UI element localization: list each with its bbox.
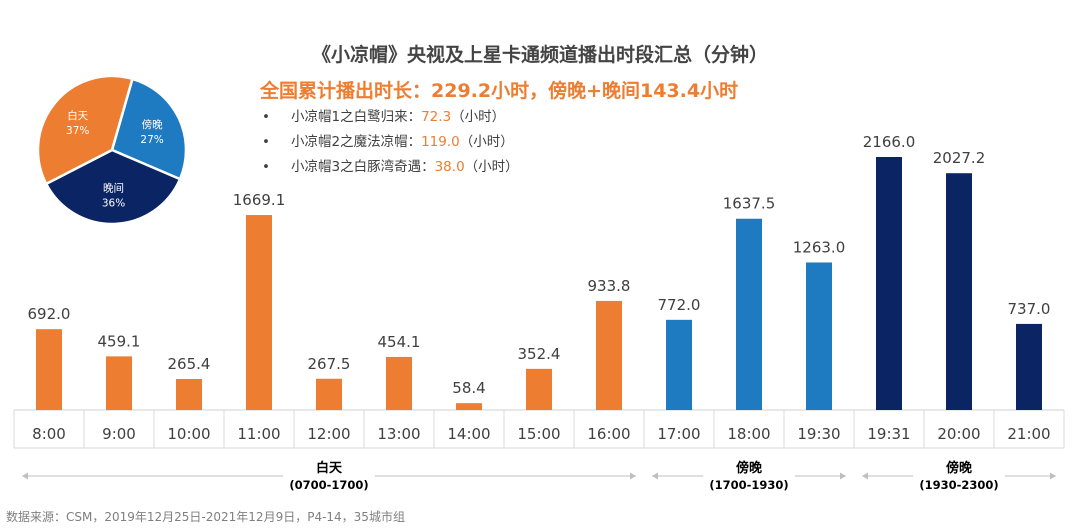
bar-value-label: 265.4 bbox=[168, 355, 211, 373]
x-tick-label: 18:00 bbox=[727, 425, 770, 443]
pie-slice-label: 白天 bbox=[67, 109, 88, 122]
bar-value-label: 459.1 bbox=[98, 332, 141, 350]
group-range-label: (0700-1700) bbox=[289, 478, 368, 492]
x-tick-label: 10:00 bbox=[167, 425, 210, 443]
bar-value-label: 772.0 bbox=[658, 296, 701, 314]
note-name: 小凉帽1之白鹭归来： bbox=[291, 109, 422, 125]
x-tick-label: 16:00 bbox=[587, 425, 630, 443]
pie-slice-label: 晚间 bbox=[103, 181, 124, 194]
group-range-label: (1700-1930) bbox=[709, 478, 788, 492]
chart-title: 《小凉帽》央视及上星卡通频道播出时段汇总（分钟） bbox=[311, 44, 768, 66]
bar bbox=[176, 378, 202, 410]
note-name: 小凉帽2之魔法凉帽： bbox=[291, 134, 422, 150]
bar bbox=[526, 368, 552, 410]
data-source: 数据来源：CSM，2019年12月25日-2021年12月9日，P4-14，35… bbox=[6, 510, 405, 524]
bar-value-label: 737.0 bbox=[1008, 300, 1051, 318]
group-label: 傍晚 bbox=[736, 460, 762, 476]
group-label-background bbox=[283, 457, 375, 493]
x-tick-label: 8:00 bbox=[32, 425, 66, 443]
bar bbox=[246, 215, 272, 410]
group-range-label: (1930-2300) bbox=[919, 478, 998, 492]
x-tick-label: 11:00 bbox=[237, 425, 280, 443]
bar bbox=[36, 329, 62, 410]
note-value: 119.0 bbox=[421, 134, 460, 150]
note-item: 小凉帽1之白鹭归来：72.3（小时） bbox=[262, 108, 519, 133]
x-tick-label: 19:30 bbox=[797, 425, 840, 443]
note-value: 72.3 bbox=[421, 109, 452, 125]
bar bbox=[1016, 323, 1042, 410]
chart-subtitle: 全国累计播出时长：229.2小时，傍晚+晚间143.4小时 bbox=[260, 80, 739, 102]
pie-slice bbox=[44, 148, 182, 226]
group-bracket-arrow-right bbox=[630, 472, 636, 480]
x-tick-label: 21:00 bbox=[1007, 425, 1050, 443]
notes-list: 小凉帽1之白鹭归来：72.3（小时） 小凉帽2之魔法凉帽：119.0（小时） 小… bbox=[262, 108, 519, 183]
bar bbox=[386, 356, 412, 410]
bar bbox=[456, 403, 482, 410]
x-tick-label: 20:00 bbox=[937, 425, 980, 443]
pie-slice bbox=[110, 77, 188, 181]
x-tick-label: 13:00 bbox=[377, 425, 420, 443]
bar bbox=[106, 356, 132, 410]
x-tick-label: 19:31 bbox=[867, 425, 910, 443]
bar bbox=[736, 218, 762, 410]
bar-value-label: 933.8 bbox=[588, 277, 631, 295]
bar bbox=[946, 173, 972, 410]
x-tick-label: 17:00 bbox=[657, 425, 700, 443]
pie-slice-label: 傍晚 bbox=[142, 118, 163, 131]
x-tick-label: 12:00 bbox=[307, 425, 350, 443]
x-tick-label: 9:00 bbox=[102, 425, 136, 443]
bar-value-label: 2166.0 bbox=[863, 133, 916, 151]
bar-value-label: 58.4 bbox=[452, 379, 485, 397]
bar bbox=[806, 262, 832, 410]
note-unit: （小时） bbox=[459, 134, 514, 150]
bar-value-label: 692.0 bbox=[28, 305, 71, 323]
pie-slice-percent: 37% bbox=[66, 125, 89, 137]
pie-slice bbox=[36, 74, 134, 186]
group-label: 白天 bbox=[316, 460, 343, 476]
x-tick-label: 15:00 bbox=[517, 425, 560, 443]
bar bbox=[316, 378, 342, 410]
bar-value-label: 1669.1 bbox=[233, 191, 286, 209]
bar bbox=[666, 319, 692, 410]
x-tick-label: 14:00 bbox=[447, 425, 490, 443]
pie-slice-percent: 36% bbox=[102, 197, 125, 209]
bar-value-label: 1637.5 bbox=[723, 195, 776, 213]
note-value: 38.0 bbox=[434, 159, 465, 175]
note-item: 小凉帽2之魔法凉帽：119.0（小时） bbox=[262, 133, 519, 158]
group-label-background bbox=[913, 457, 1005, 493]
bar-value-label: 2027.2 bbox=[933, 149, 986, 167]
bar bbox=[876, 157, 902, 410]
group-bracket-arrow-right bbox=[1050, 472, 1056, 480]
group-bracket-arrow-left bbox=[862, 472, 868, 480]
bar-value-label: 1263.0 bbox=[793, 238, 846, 256]
bar-value-label: 352.4 bbox=[518, 345, 561, 363]
group-bracket-arrow-right bbox=[840, 472, 846, 480]
pie-slice-percent: 27% bbox=[140, 134, 163, 146]
group-bracket-arrow-left bbox=[652, 472, 658, 480]
bar-value-label: 454.1 bbox=[378, 333, 421, 351]
group-label: 傍晚 bbox=[946, 460, 972, 476]
group-label-background bbox=[703, 457, 795, 493]
bar bbox=[596, 300, 622, 410]
group-bracket-arrow-left bbox=[22, 472, 28, 480]
note-name: 小凉帽3之白豚湾奇遇： bbox=[291, 159, 435, 175]
note-unit: （小时） bbox=[451, 109, 506, 125]
bar-value-label: 267.5 bbox=[308, 355, 351, 373]
note-unit: （小时） bbox=[464, 159, 519, 175]
note-item: 小凉帽3之白豚湾奇遇：38.0（小时） bbox=[262, 158, 519, 183]
